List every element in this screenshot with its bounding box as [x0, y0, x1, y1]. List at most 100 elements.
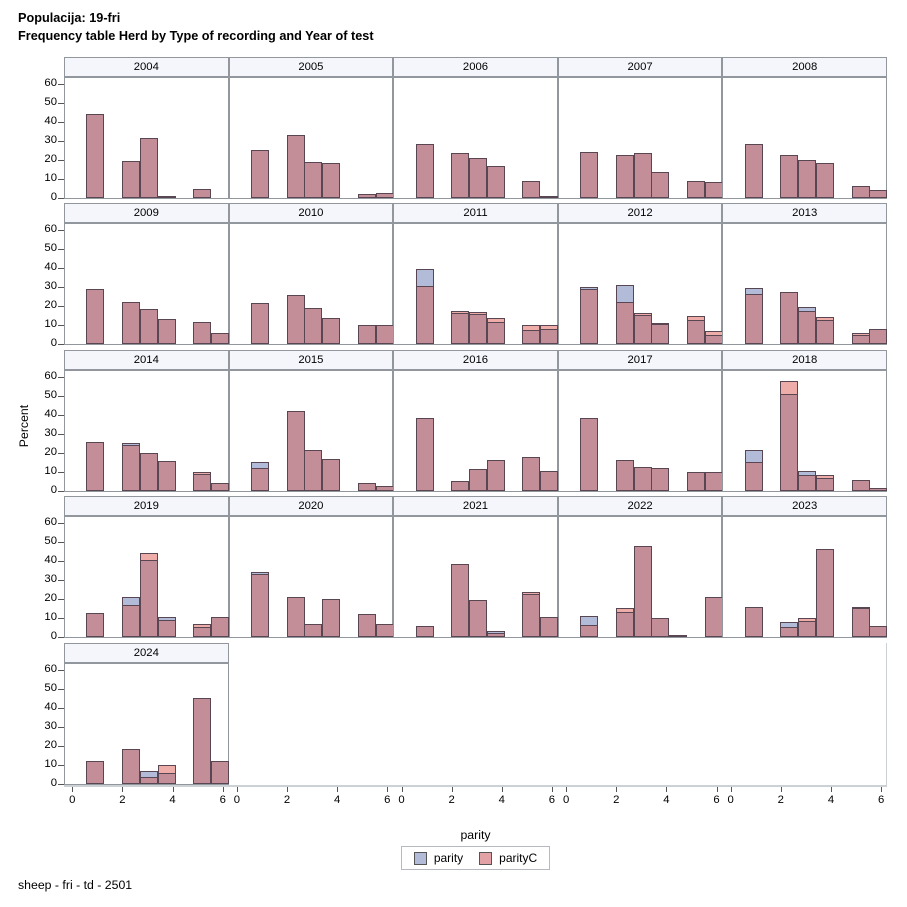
bar-overlap — [122, 748, 140, 784]
bar-overlap — [415, 286, 434, 345]
x-tick-label: 2 — [613, 793, 620, 806]
panel-header-2004: 2004 — [64, 57, 229, 77]
y-tick-label: 0 — [50, 483, 57, 496]
x-tick-label: 4 — [827, 793, 835, 806]
legend-label-parityC: parityC — [499, 851, 538, 865]
bar-overlap — [157, 319, 176, 345]
bar-overlap — [286, 295, 305, 345]
y-tick-label: 50 — [44, 535, 57, 548]
x-tick-mark — [222, 786, 224, 792]
y-tick-mark — [58, 344, 64, 346]
panel-header-2019: 2019 — [64, 496, 229, 517]
bar-overlap — [651, 467, 670, 491]
y-tick-label: 10 — [44, 172, 57, 184]
y-tick-mark — [58, 542, 64, 544]
bar-overlap — [704, 597, 723, 638]
y-tick-label: 40 — [44, 554, 57, 567]
y-tick-mark — [58, 783, 64, 785]
bar-overlap — [86, 114, 105, 198]
bar-overlap — [633, 466, 652, 491]
bar-overlap — [357, 482, 376, 491]
panel-plot-2004 — [64, 77, 229, 199]
bar-overlap — [286, 597, 305, 638]
bar-overlap — [780, 292, 799, 345]
panel-plot-2007 — [557, 77, 723, 199]
bar-overlap — [451, 480, 470, 491]
y-tick-mark — [58, 433, 64, 435]
bar-overlap — [322, 318, 341, 345]
bar-overlap — [522, 330, 541, 345]
bar-overlap — [580, 417, 599, 491]
y-tick-mark — [58, 618, 64, 620]
bar-overlap — [780, 155, 799, 198]
y-tick-mark — [58, 395, 64, 397]
bar-overlap — [193, 697, 212, 784]
panel-header-2017: 2017 — [557, 349, 723, 370]
bar-overlap — [851, 479, 870, 491]
bar-overlap — [322, 599, 341, 638]
title-line-1: Populacija: 19-fri — [18, 11, 121, 25]
panel-plot-2021 — [393, 516, 559, 639]
bar-overlap — [869, 626, 888, 638]
bar-overlap — [211, 760, 229, 784]
parity-swatch-icon — [413, 851, 427, 865]
bar-overlap — [815, 477, 834, 491]
x-tick-mark — [566, 786, 568, 792]
bar-overlap — [357, 325, 376, 345]
panel-plot-2019 — [64, 516, 229, 639]
bar-overlap — [139, 452, 158, 491]
y-tick-label: 10 — [44, 318, 57, 331]
y-tick-mark — [58, 471, 64, 473]
panel-header-2021: 2021 — [393, 496, 558, 517]
x-axis-title: parity — [460, 828, 491, 842]
bar-overlap — [798, 160, 817, 198]
panel-header-2018: 2018 — [722, 349, 887, 370]
x-tick-mark — [387, 786, 389, 792]
bar-overlap — [139, 776, 158, 784]
panel-plot-2008 — [722, 77, 888, 199]
bar-overlap — [468, 314, 487, 345]
y-tick-mark — [58, 103, 64, 104]
x-tick-label: 2 — [283, 793, 291, 806]
y-tick-label: 30 — [44, 134, 57, 146]
y-tick-mark — [58, 599, 64, 601]
panel-plot-2006 — [393, 77, 559, 199]
bar-overlap — [304, 624, 323, 638]
bar-overlap — [415, 626, 434, 638]
x-tick-label: 0 — [233, 793, 241, 806]
x-tick-label: 6 — [877, 793, 885, 806]
y-tick-label: 20 — [44, 153, 57, 165]
y-tick-label: 10 — [44, 611, 57, 624]
bar-overlap — [869, 487, 888, 491]
panel-plot-2005 — [228, 77, 394, 199]
x-tick-mark — [551, 786, 553, 792]
bar-overlap — [250, 467, 269, 491]
y-tick-label: 0 — [50, 776, 57, 789]
panel-plot-2011 — [393, 223, 559, 346]
bar-overlap — [211, 482, 229, 491]
bar-overlap — [451, 564, 470, 638]
bar-overlap — [122, 161, 140, 198]
bar-overlap — [486, 633, 505, 638]
parityC-swatch-icon — [479, 851, 493, 865]
bar-overlap — [286, 135, 305, 198]
panel-plot-2012 — [557, 223, 723, 346]
x-tick-label: 4 — [334, 793, 341, 806]
bar-overlap — [139, 309, 158, 345]
bar-overlap — [633, 153, 652, 198]
x-tick-mark — [730, 786, 732, 792]
panel-header-2020: 2020 — [228, 496, 394, 517]
panel-header-2007: 2007 — [557, 57, 723, 77]
panel-header-2006: 2006 — [393, 57, 558, 77]
x-tick-label: 6 — [548, 793, 556, 806]
y-tick-label: 20 — [44, 445, 57, 458]
bar-overlap — [157, 196, 176, 198]
bar-overlap — [815, 320, 834, 345]
x-tick-label: 0 — [727, 793, 734, 806]
bar-overlap — [415, 144, 434, 198]
x-tick-label: 2 — [777, 793, 784, 806]
bar-overlap — [139, 138, 158, 198]
x-tick-label: 4 — [169, 793, 176, 806]
y-tick-label: 40 — [44, 700, 57, 713]
y-tick-mark — [58, 669, 64, 671]
